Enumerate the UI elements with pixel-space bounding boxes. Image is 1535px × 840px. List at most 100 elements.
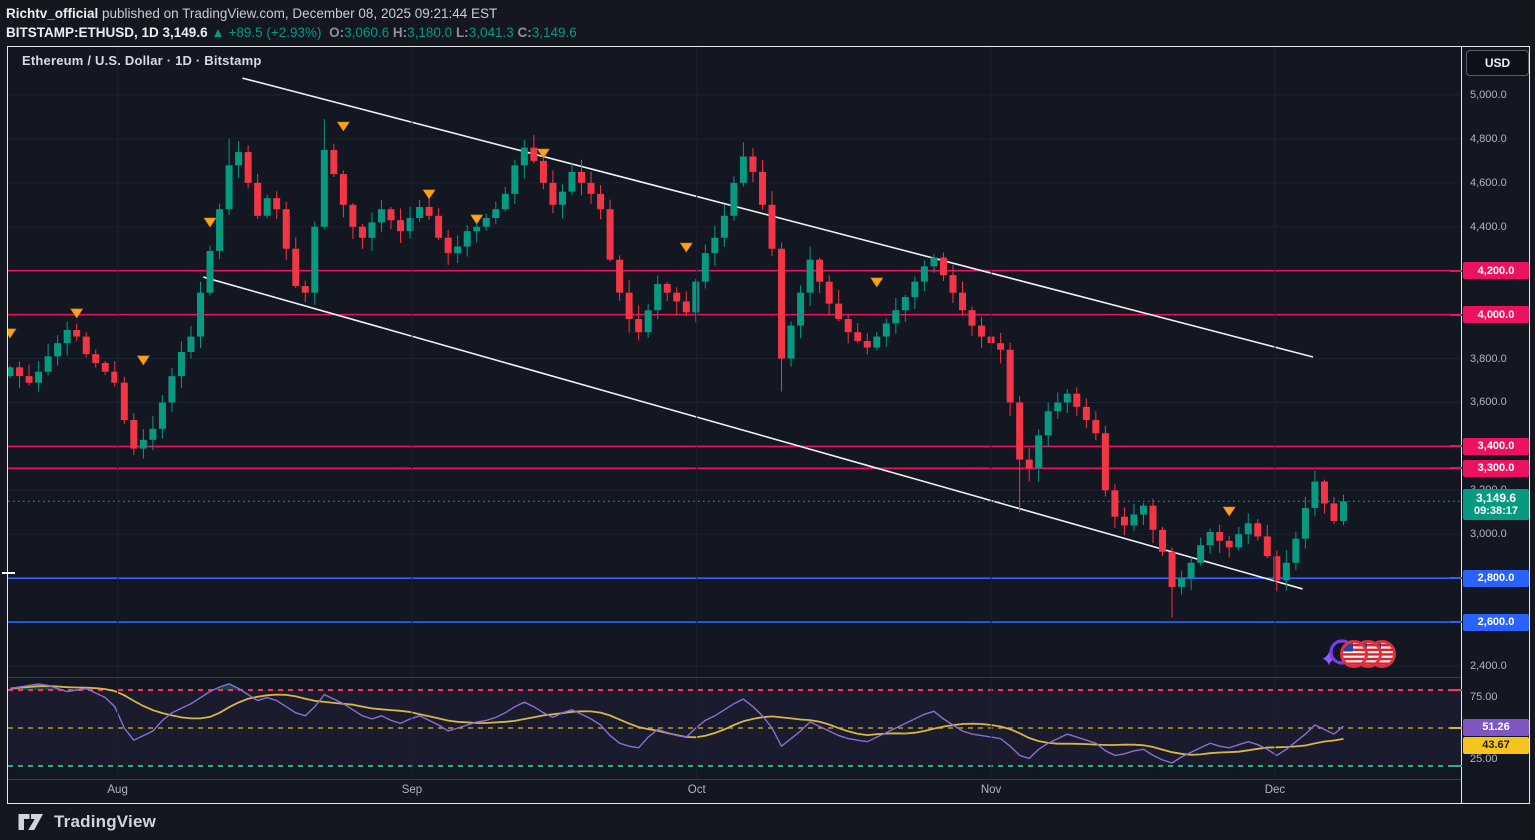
candle-down (1225, 540, 1233, 548)
candle-up (720, 215, 728, 238)
candle-up (197, 292, 204, 337)
candle-down (101, 362, 109, 372)
bar-countdown: 09:38:17 (1473, 505, 1519, 517)
pink-level-badge: 3,400.0 (1463, 437, 1529, 455)
candle-down (939, 257, 947, 276)
candle-down (82, 336, 90, 355)
candle-up (1235, 534, 1243, 548)
rsi-band-fill (8, 690, 1461, 766)
time-axis-month-label: Nov (981, 784, 1002, 796)
price-axis-label: 5,000.0 (1470, 89, 1507, 101)
tradingview-brand-text[interactable]: TradingView (54, 812, 157, 831)
candle-down (273, 198, 281, 210)
candle-down (130, 420, 138, 449)
candle-up (1244, 523, 1252, 535)
candle-down (1006, 349, 1014, 403)
sell-signal-marker (422, 189, 436, 200)
candle-down (663, 283, 671, 293)
current-price-value: 3,149.6 (1475, 491, 1517, 505)
time-axis-month-label: Sep (402, 784, 422, 796)
flag-coin-left (1340, 640, 1368, 668)
candle-down (949, 275, 957, 293)
candle-down (835, 303, 843, 320)
candle-down (682, 301, 690, 313)
rsi-axis-label: 75.00 (1470, 691, 1498, 703)
candle-down (844, 319, 852, 333)
candle-up (168, 376, 176, 403)
richtv-stamp-logo (1322, 639, 1396, 668)
pink-level-badge: 3,300.0 (1463, 459, 1529, 477)
rsi-ma-tick (1450, 727, 1462, 729)
candle-up (492, 209, 500, 218)
candle-down (1092, 420, 1100, 434)
candle-down (1111, 490, 1119, 517)
candle-down (387, 209, 395, 221)
tradingview-logo-icon[interactable] (16, 809, 46, 835)
chart-legend-title[interactable]: Ethereum / U.S. Dollar · 1D · Bitstamp (22, 53, 262, 68)
open-value: 3,060.6 (344, 25, 390, 40)
candle-up (920, 266, 928, 282)
candle-up (692, 281, 700, 313)
candle-up (482, 217, 490, 227)
symbol-ohlc-line: BITSTAMP:ETHUSD, 1D 3,149.6 ▲ +89.5 (+2.… (6, 23, 577, 42)
candle-down (825, 281, 833, 304)
currency-toggle-button[interactable]: USD (1466, 50, 1529, 76)
candle-up (1311, 481, 1319, 508)
candle-up (892, 310, 900, 324)
open-label: O: (329, 25, 345, 40)
candle-down (997, 343, 1005, 350)
candle-up (739, 156, 747, 183)
current-price-badge: 3,149.6 09:38:17 (1463, 489, 1529, 520)
rsi-line (9, 683, 1344, 764)
candle-up (882, 323, 890, 337)
low-label: L: (455, 25, 469, 40)
rsi-value-badge: 51.26 (1463, 718, 1529, 736)
price-axis-label: 3,000.0 (1470, 528, 1507, 541)
close-value: 3,149.6 (531, 25, 577, 40)
publish-info-line: Richtv_official published on TradingView… (6, 4, 577, 23)
candle-down (92, 354, 100, 363)
sell-signal-marker (470, 214, 484, 225)
price-axis-label: 4,600.0 (1470, 176, 1507, 189)
candle-up (1063, 393, 1071, 403)
candle-up (644, 310, 652, 333)
time-axis-month-label: Aug (107, 784, 127, 796)
candle-up (901, 297, 909, 311)
publish-header: Richtv_official published on TradingView… (6, 4, 577, 42)
candle-down (968, 310, 976, 326)
level-tick (1450, 313, 1462, 316)
candle-up (44, 356, 52, 372)
candle-down (816, 259, 824, 282)
candle-up (511, 165, 519, 194)
candle-up (463, 231, 471, 247)
candle-up (911, 281, 919, 298)
candle-down (673, 292, 681, 302)
candle-up (558, 191, 566, 205)
price-pane (8, 77, 1461, 667)
candle-up (8, 367, 14, 377)
price-axis-separator (1461, 47, 1462, 803)
candle-down (254, 182, 262, 216)
symbol-name: BITSTAMP:ETHUSD, 1D (6, 25, 159, 40)
candle-down (397, 220, 405, 232)
candle-down (330, 149, 338, 175)
candle-up (711, 237, 719, 254)
level-tick (1450, 269, 1462, 272)
candle-up (177, 351, 185, 377)
sparkle-icon (1322, 652, 1336, 666)
candle-up (454, 246, 462, 254)
pane-separator[interactable] (8, 677, 1461, 678)
candle-down (587, 182, 595, 194)
candle-down (120, 382, 128, 421)
candle-up (1197, 545, 1205, 563)
candle-down (578, 171, 585, 183)
candle-up (158, 402, 166, 429)
candle-up (1301, 507, 1309, 539)
candle-up (225, 165, 233, 210)
price-axis-label: 3,800.0 (1470, 352, 1507, 365)
candle-down (1330, 503, 1338, 522)
candle-up (730, 182, 738, 216)
candle-down (530, 147, 538, 161)
trendline (203, 276, 1303, 590)
